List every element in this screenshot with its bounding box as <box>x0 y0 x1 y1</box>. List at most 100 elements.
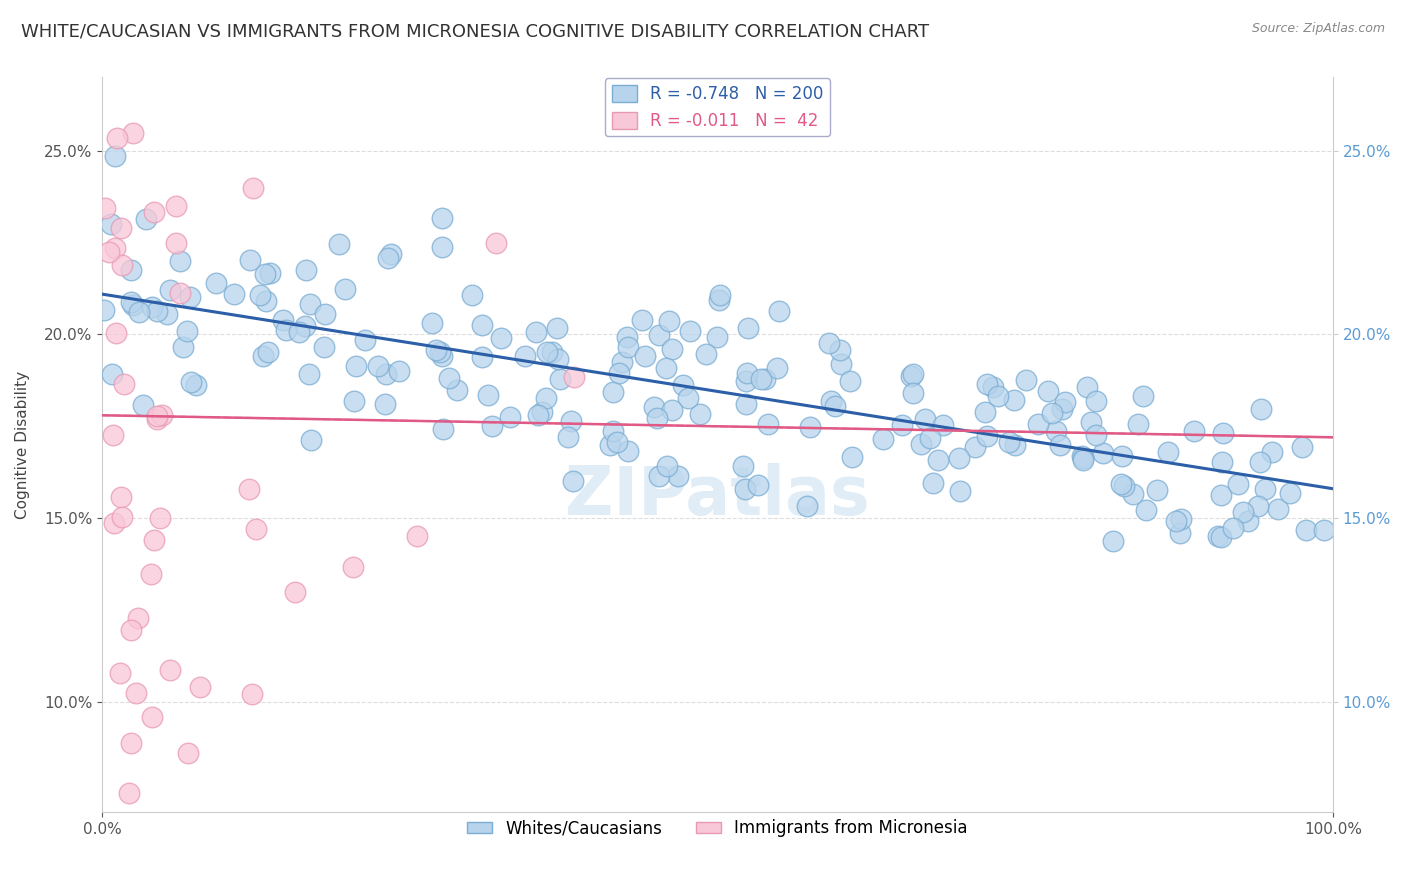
Point <box>367 359 389 373</box>
Point <box>256 345 278 359</box>
Point <box>342 559 364 574</box>
Point <box>146 412 169 426</box>
Point <box>1049 437 1071 451</box>
Point <box>1085 428 1108 442</box>
Point <box>179 290 201 304</box>
Point <box>121 126 143 140</box>
Point <box>948 483 970 498</box>
Y-axis label: Cognitive Disability: Cognitive Disability <box>15 370 30 519</box>
Point <box>380 247 402 261</box>
Point <box>987 389 1010 403</box>
Point <box>550 372 572 386</box>
Point <box>1232 505 1254 519</box>
Point <box>1050 401 1073 416</box>
Point <box>602 424 624 438</box>
Point <box>120 295 142 310</box>
Point <box>101 427 124 442</box>
Point <box>706 330 728 344</box>
Point <box>112 377 135 392</box>
Point <box>314 307 336 321</box>
Point <box>446 384 468 398</box>
Point <box>676 391 699 405</box>
Point <box>796 500 818 514</box>
Point <box>1254 482 1277 496</box>
Point <box>274 323 297 337</box>
Point <box>97 244 120 259</box>
Point <box>1295 523 1317 537</box>
Point <box>734 397 756 411</box>
Point <box>165 199 187 213</box>
Point <box>1222 521 1244 535</box>
Point <box>461 288 484 302</box>
Point <box>965 440 987 454</box>
Point <box>766 361 789 376</box>
Point <box>150 408 173 422</box>
Point <box>143 205 166 219</box>
Point <box>180 375 202 389</box>
Point <box>841 450 863 465</box>
Point <box>921 475 943 490</box>
Point <box>132 398 155 412</box>
Point <box>128 305 150 319</box>
Point <box>1026 417 1049 431</box>
Text: WHITE/CAUCASIAN VS IMMIGRANTS FROM MICRONESIA COGNITIVE DISABILITY CORRELATION C: WHITE/CAUCASIAN VS IMMIGRANTS FROM MICRO… <box>21 22 929 40</box>
Point <box>910 437 932 451</box>
Point <box>647 328 669 343</box>
Point <box>1226 476 1249 491</box>
Point <box>707 293 730 308</box>
Point <box>1135 503 1157 517</box>
Point <box>298 367 321 381</box>
Point <box>634 349 657 363</box>
Point <box>491 331 513 345</box>
Point <box>284 584 307 599</box>
Point <box>1212 426 1234 441</box>
Point <box>271 312 294 326</box>
Point <box>108 666 131 681</box>
Point <box>156 307 179 321</box>
Point <box>259 266 281 280</box>
Point <box>1164 514 1187 528</box>
Point <box>661 342 683 356</box>
Point <box>749 372 772 386</box>
Point <box>820 393 842 408</box>
Point <box>1040 406 1063 420</box>
Point <box>388 364 411 378</box>
Point <box>891 417 914 432</box>
Point <box>176 324 198 338</box>
Point <box>252 349 274 363</box>
Point <box>903 385 925 400</box>
Point <box>689 407 711 421</box>
Point <box>666 469 689 483</box>
Point <box>1157 445 1180 459</box>
Point <box>499 410 522 425</box>
Point <box>177 746 200 760</box>
Point <box>976 377 998 392</box>
Point <box>530 405 553 419</box>
Point <box>526 325 548 339</box>
Point <box>606 434 628 449</box>
Point <box>120 623 142 637</box>
Point <box>146 304 169 318</box>
Point <box>344 359 367 373</box>
Point <box>1002 392 1025 407</box>
Point <box>830 343 852 357</box>
Point <box>333 282 356 296</box>
Point <box>1260 444 1282 458</box>
Point <box>1004 438 1026 452</box>
Point <box>110 490 132 504</box>
Point <box>343 394 366 409</box>
Point <box>630 313 652 327</box>
Point <box>747 477 769 491</box>
Point <box>204 276 226 290</box>
Point <box>1053 395 1076 409</box>
Point <box>481 419 503 434</box>
Point <box>648 469 671 483</box>
Point <box>120 262 142 277</box>
Point <box>1237 515 1260 529</box>
Point <box>1146 483 1168 497</box>
Point <box>299 297 322 311</box>
Point <box>254 294 277 309</box>
Point <box>839 374 862 388</box>
Point <box>872 433 894 447</box>
Point <box>294 263 316 277</box>
